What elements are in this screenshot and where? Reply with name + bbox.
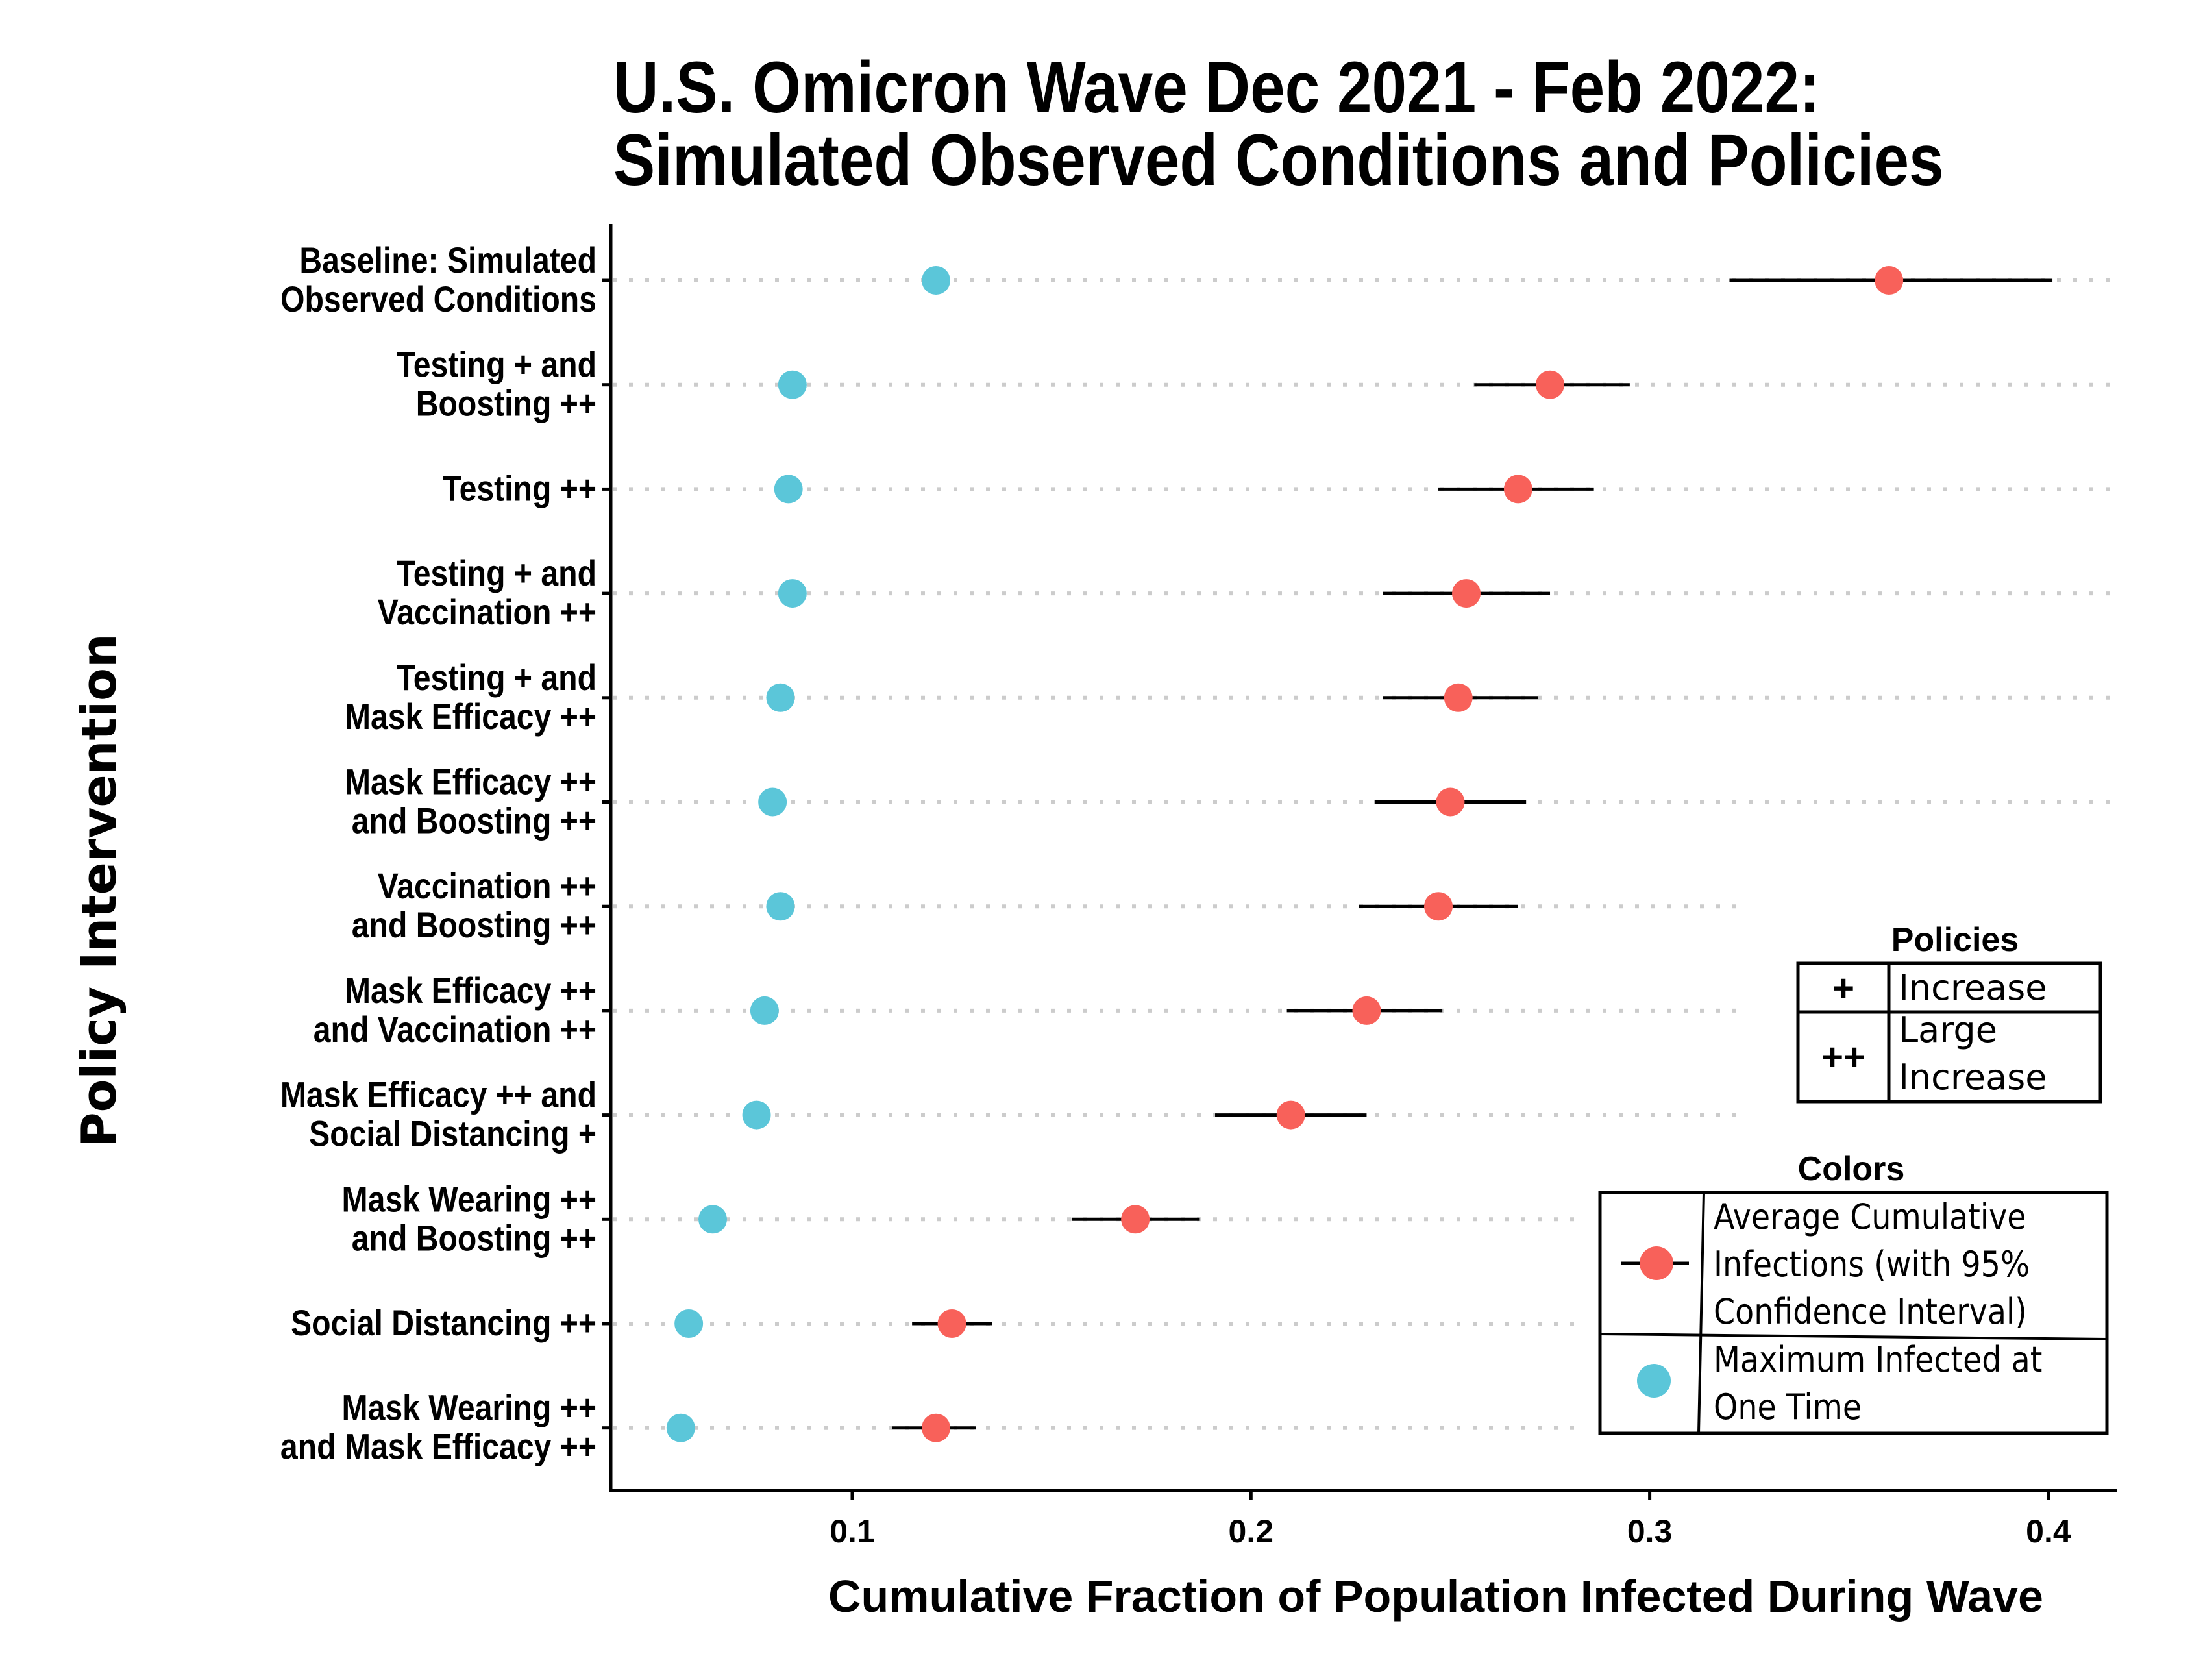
- x-axis-ticks: 0.1 0.2 0.3 0.4: [830, 1490, 2071, 1550]
- max-infected-point: [666, 1413, 695, 1442]
- max-infected-point: [774, 475, 803, 504]
- y-tick-label: Testing + and: [397, 658, 597, 698]
- chart-title-line-1: U.S. Omicron Wave Dec 2021 - Feb 2022:: [613, 47, 1820, 128]
- x-tick-label: 0.3: [1627, 1513, 1673, 1550]
- avg-cumulative-point: [1121, 1205, 1150, 1234]
- y-tick-label: Mask Efficacy ++: [345, 971, 597, 1011]
- legend-label: One Time: [1714, 1387, 1862, 1427]
- chart-title-line-2: Simulated Observed Conditions and Polici…: [613, 119, 1944, 201]
- legend-divider: [1599, 1333, 2108, 1340]
- y-tick-label: Observed Conditions: [280, 280, 597, 320]
- legend-label: Maximum Infected at: [1714, 1339, 2042, 1380]
- max-infected-point: [698, 1205, 727, 1234]
- legend-colors-box: [1598, 1191, 2109, 1435]
- y-tick-label: Baseline: Simulated: [299, 241, 597, 281]
- chart-title: U.S. Omicron Wave Dec 2021 - Feb 2022: S…: [613, 47, 1944, 201]
- y-tick-label: Mask Wearing ++: [341, 1388, 597, 1428]
- legend-label: Large: [1899, 1009, 1997, 1050]
- data-marks: [666, 266, 2053, 1442]
- legend-colors-title: Colors: [1798, 1150, 1905, 1188]
- legend-symbol-plus: +: [1832, 967, 1854, 1009]
- avg-cumulative-point: [1436, 787, 1465, 817]
- legend-label: Confidence Interval): [1714, 1291, 2027, 1332]
- x-tick-label: 0.4: [2026, 1513, 2071, 1550]
- y-tick-label: Mask Efficacy ++: [345, 697, 597, 737]
- y-tick-label: and Mask Efficacy ++: [280, 1427, 597, 1467]
- avg-cumulative-point: [1875, 266, 1904, 295]
- max-infected-point: [922, 266, 951, 295]
- y-tick-label: and Vaccination ++: [314, 1010, 597, 1050]
- max-infected-point: [778, 579, 807, 608]
- x-tick-label: 0.2: [1229, 1513, 1274, 1550]
- max-infected-point: [766, 892, 795, 921]
- avg-cumulative-point: [1444, 683, 1473, 712]
- y-tick-label: and Boosting ++: [352, 906, 597, 946]
- y-tick-label: Social Distancing ++: [291, 1303, 597, 1344]
- y-tick-label: Mask Efficacy ++ and: [280, 1075, 597, 1115]
- avg-cumulative-point: [1276, 1100, 1305, 1130]
- legend-policies-box: [1796, 961, 2102, 1104]
- legend-label: Average Cumulative: [1714, 1196, 2026, 1237]
- y-tick-label: and Boosting ++: [352, 801, 597, 841]
- legend-symbol-double-plus: ++: [1821, 1036, 1865, 1078]
- legend-max-point: [1637, 1364, 1671, 1398]
- legend-label: Increase: [1899, 1057, 2047, 1098]
- axes: [609, 224, 2117, 1492]
- avg-cumulative-point: [922, 1413, 951, 1442]
- max-infected-point: [750, 996, 779, 1025]
- y-tick-label: Testing + and: [397, 345, 597, 385]
- avg-cumulative-point: [1352, 996, 1381, 1025]
- grid-lines: [613, 278, 2117, 1430]
- y-tick-label: Vaccination ++: [378, 867, 597, 907]
- legend-label: Infections (with 95%: [1714, 1244, 2030, 1285]
- y-tick-label: Testing + and: [397, 554, 597, 594]
- avg-cumulative-point: [1424, 892, 1453, 921]
- legend-label: Increase: [1899, 967, 2047, 1008]
- x-tick-label: 0.1: [830, 1513, 875, 1550]
- x-axis-title: Cumulative Fraction of Population Infect…: [828, 1571, 2043, 1622]
- y-tick-label: Social Distancing +: [309, 1114, 597, 1154]
- legend-avg-point: [1640, 1246, 1673, 1280]
- y-tick-label: Boosting ++: [416, 384, 597, 424]
- max-infected-point: [766, 683, 795, 712]
- y-tick-label: and Boosting ++: [352, 1218, 597, 1259]
- legend-colors: Colors Average Cumulative Infections (wit…: [1598, 1150, 2109, 1435]
- avg-cumulative-point: [937, 1309, 966, 1338]
- avg-cumulative-point: [1452, 579, 1481, 608]
- max-infected-point: [674, 1309, 704, 1338]
- y-tick-label: Testing ++: [443, 469, 597, 509]
- avg-cumulative-point: [1536, 370, 1565, 399]
- max-infected-point: [758, 787, 787, 817]
- y-axis-title: Policy Intervention: [71, 634, 127, 1147]
- legend-policies-title: Policies: [1891, 921, 2019, 959]
- y-tick-label: Mask Efficacy ++: [345, 762, 597, 802]
- y-tick-label: Vaccination ++: [378, 593, 597, 633]
- avg-cumulative-point: [1503, 475, 1532, 504]
- max-infected-point: [778, 370, 807, 399]
- max-infected-point: [742, 1100, 771, 1130]
- y-tick-label: Mask Wearing ++: [341, 1180, 597, 1220]
- legend-divider: [1697, 1192, 1705, 1434]
